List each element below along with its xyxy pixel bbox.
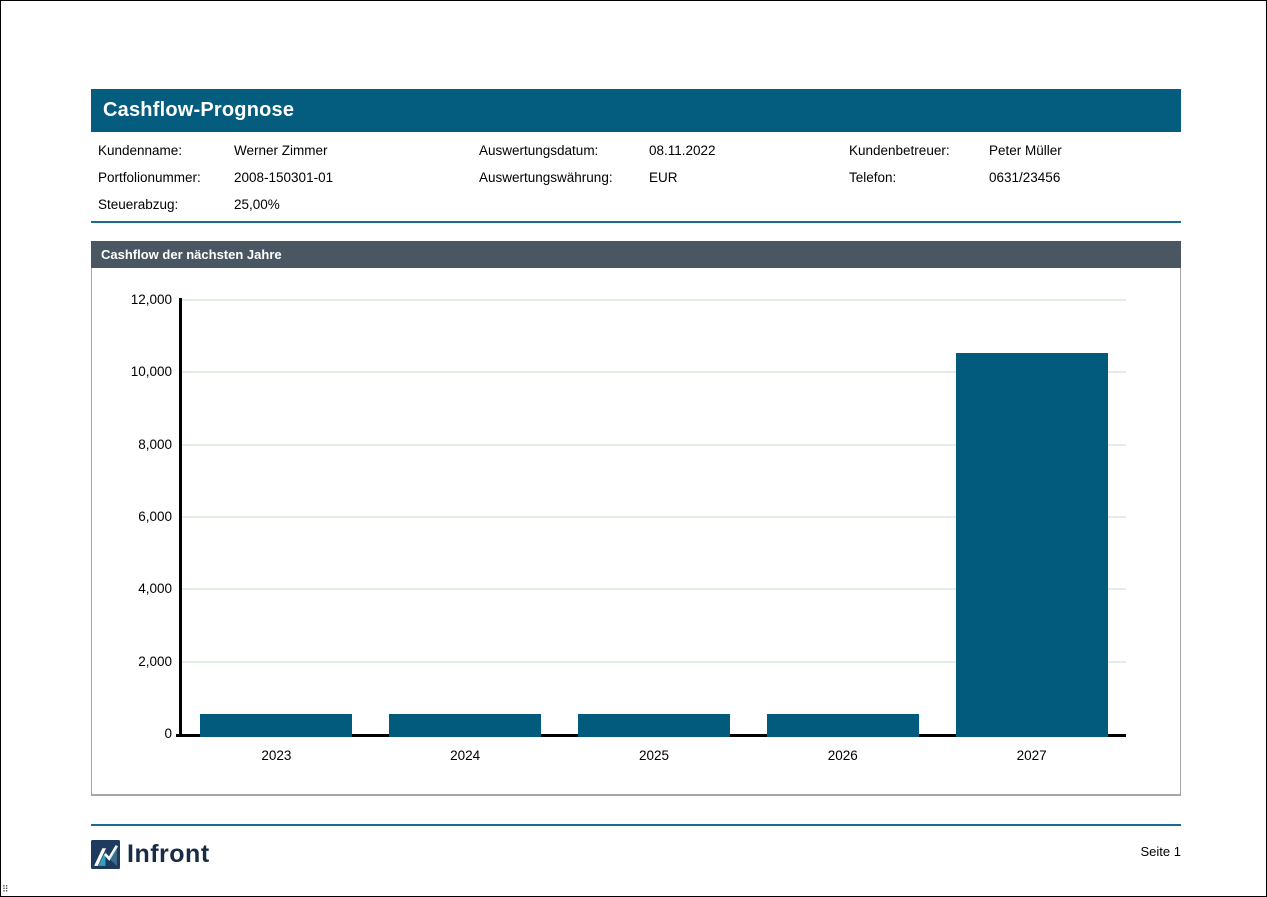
y-axis-tick-label: 12,000 bbox=[130, 292, 172, 307]
y-gridline bbox=[182, 371, 1126, 374]
info-label-auswertungswaehrung: Auswertungswährung: bbox=[479, 170, 613, 185]
report-title-bar: Cashflow-Prognose bbox=[91, 89, 1181, 132]
y-gridline bbox=[182, 443, 1126, 446]
y-axis-tick-label: 8,000 bbox=[138, 436, 172, 452]
info-value-kundenname: Werner Zimmer bbox=[234, 143, 328, 158]
info-label-kundenbetreuer: Kundenbetreuer: bbox=[849, 143, 950, 158]
chart-section-header: Cashflow der nächsten Jahre bbox=[91, 241, 1181, 268]
y-gridline bbox=[182, 588, 1126, 591]
y-gridline bbox=[182, 299, 1126, 301]
scan-artifact: ⠿ bbox=[2, 884, 9, 894]
info-value-telefon: 0631/23456 bbox=[989, 170, 1061, 185]
x-axis-tick-label: 2027 bbox=[1016, 748, 1047, 763]
bar-2024 bbox=[389, 714, 542, 737]
y-gridline bbox=[182, 516, 1126, 518]
info-label-auswertungsdatum: Auswertungsdatum: bbox=[479, 143, 599, 158]
y-axis-tick-label: 2,000 bbox=[138, 653, 172, 669]
info-value-auswertungsdatum: 08.11.2022 bbox=[649, 143, 716, 158]
bar-2023 bbox=[200, 714, 353, 737]
x-axis-tick-label: 2023 bbox=[261, 748, 292, 763]
x-axis-tick-label: 2026 bbox=[827, 748, 858, 763]
page-number: Seite 1 bbox=[1140, 844, 1181, 859]
y-gridline bbox=[182, 660, 1126, 663]
bar-2026 bbox=[766, 714, 919, 737]
page-title: Cashflow-Prognose bbox=[103, 99, 295, 121]
info-label-kundenname: Kundenname: bbox=[98, 143, 183, 158]
y-axis-tick-label: 0 bbox=[164, 726, 172, 741]
brand-wordmark: Infront bbox=[127, 840, 210, 868]
info-value-auswertungswaehrung: EUR bbox=[649, 170, 678, 185]
customer-info-section: Kundenname: Werner Zimmer Auswertungsdat… bbox=[91, 134, 1181, 221]
brand-logo: Infront bbox=[91, 840, 210, 869]
info-label-steuerabzug: Steuerabzug: bbox=[98, 197, 179, 212]
info-value-steuerabzug: 25,00% bbox=[234, 197, 280, 212]
y-axis-line bbox=[179, 298, 182, 737]
chart-title: Cashflow der nächsten Jahre bbox=[101, 247, 282, 262]
bar-2025 bbox=[578, 714, 730, 737]
infront-logo-icon bbox=[91, 840, 120, 869]
x-axis-tick-label: 2024 bbox=[450, 748, 481, 763]
y-axis-tick-label: 6,000 bbox=[138, 509, 172, 524]
cashflow-chart-panel: Cashflow der nächsten Jahre 0 2,000 4,000 6… bbox=[91, 241, 1181, 796]
footer-divider-rule bbox=[91, 824, 1181, 826]
info-value-kundenbetreuer: Peter Müller bbox=[989, 143, 1062, 158]
bar-2027 bbox=[955, 353, 1108, 737]
info-label-portfolionummer: Portfolionummer: bbox=[98, 170, 201, 185]
y-axis-tick-label: 4,000 bbox=[138, 581, 172, 597]
info-divider-rule bbox=[91, 221, 1181, 223]
info-value-portfolionummer: 2008-150301-01 bbox=[234, 170, 334, 185]
y-axis-tick-label: 10,000 bbox=[130, 364, 172, 380]
info-label-telefon: Telefon: bbox=[849, 170, 897, 185]
x-axis-tick-label: 2025 bbox=[638, 748, 670, 763]
